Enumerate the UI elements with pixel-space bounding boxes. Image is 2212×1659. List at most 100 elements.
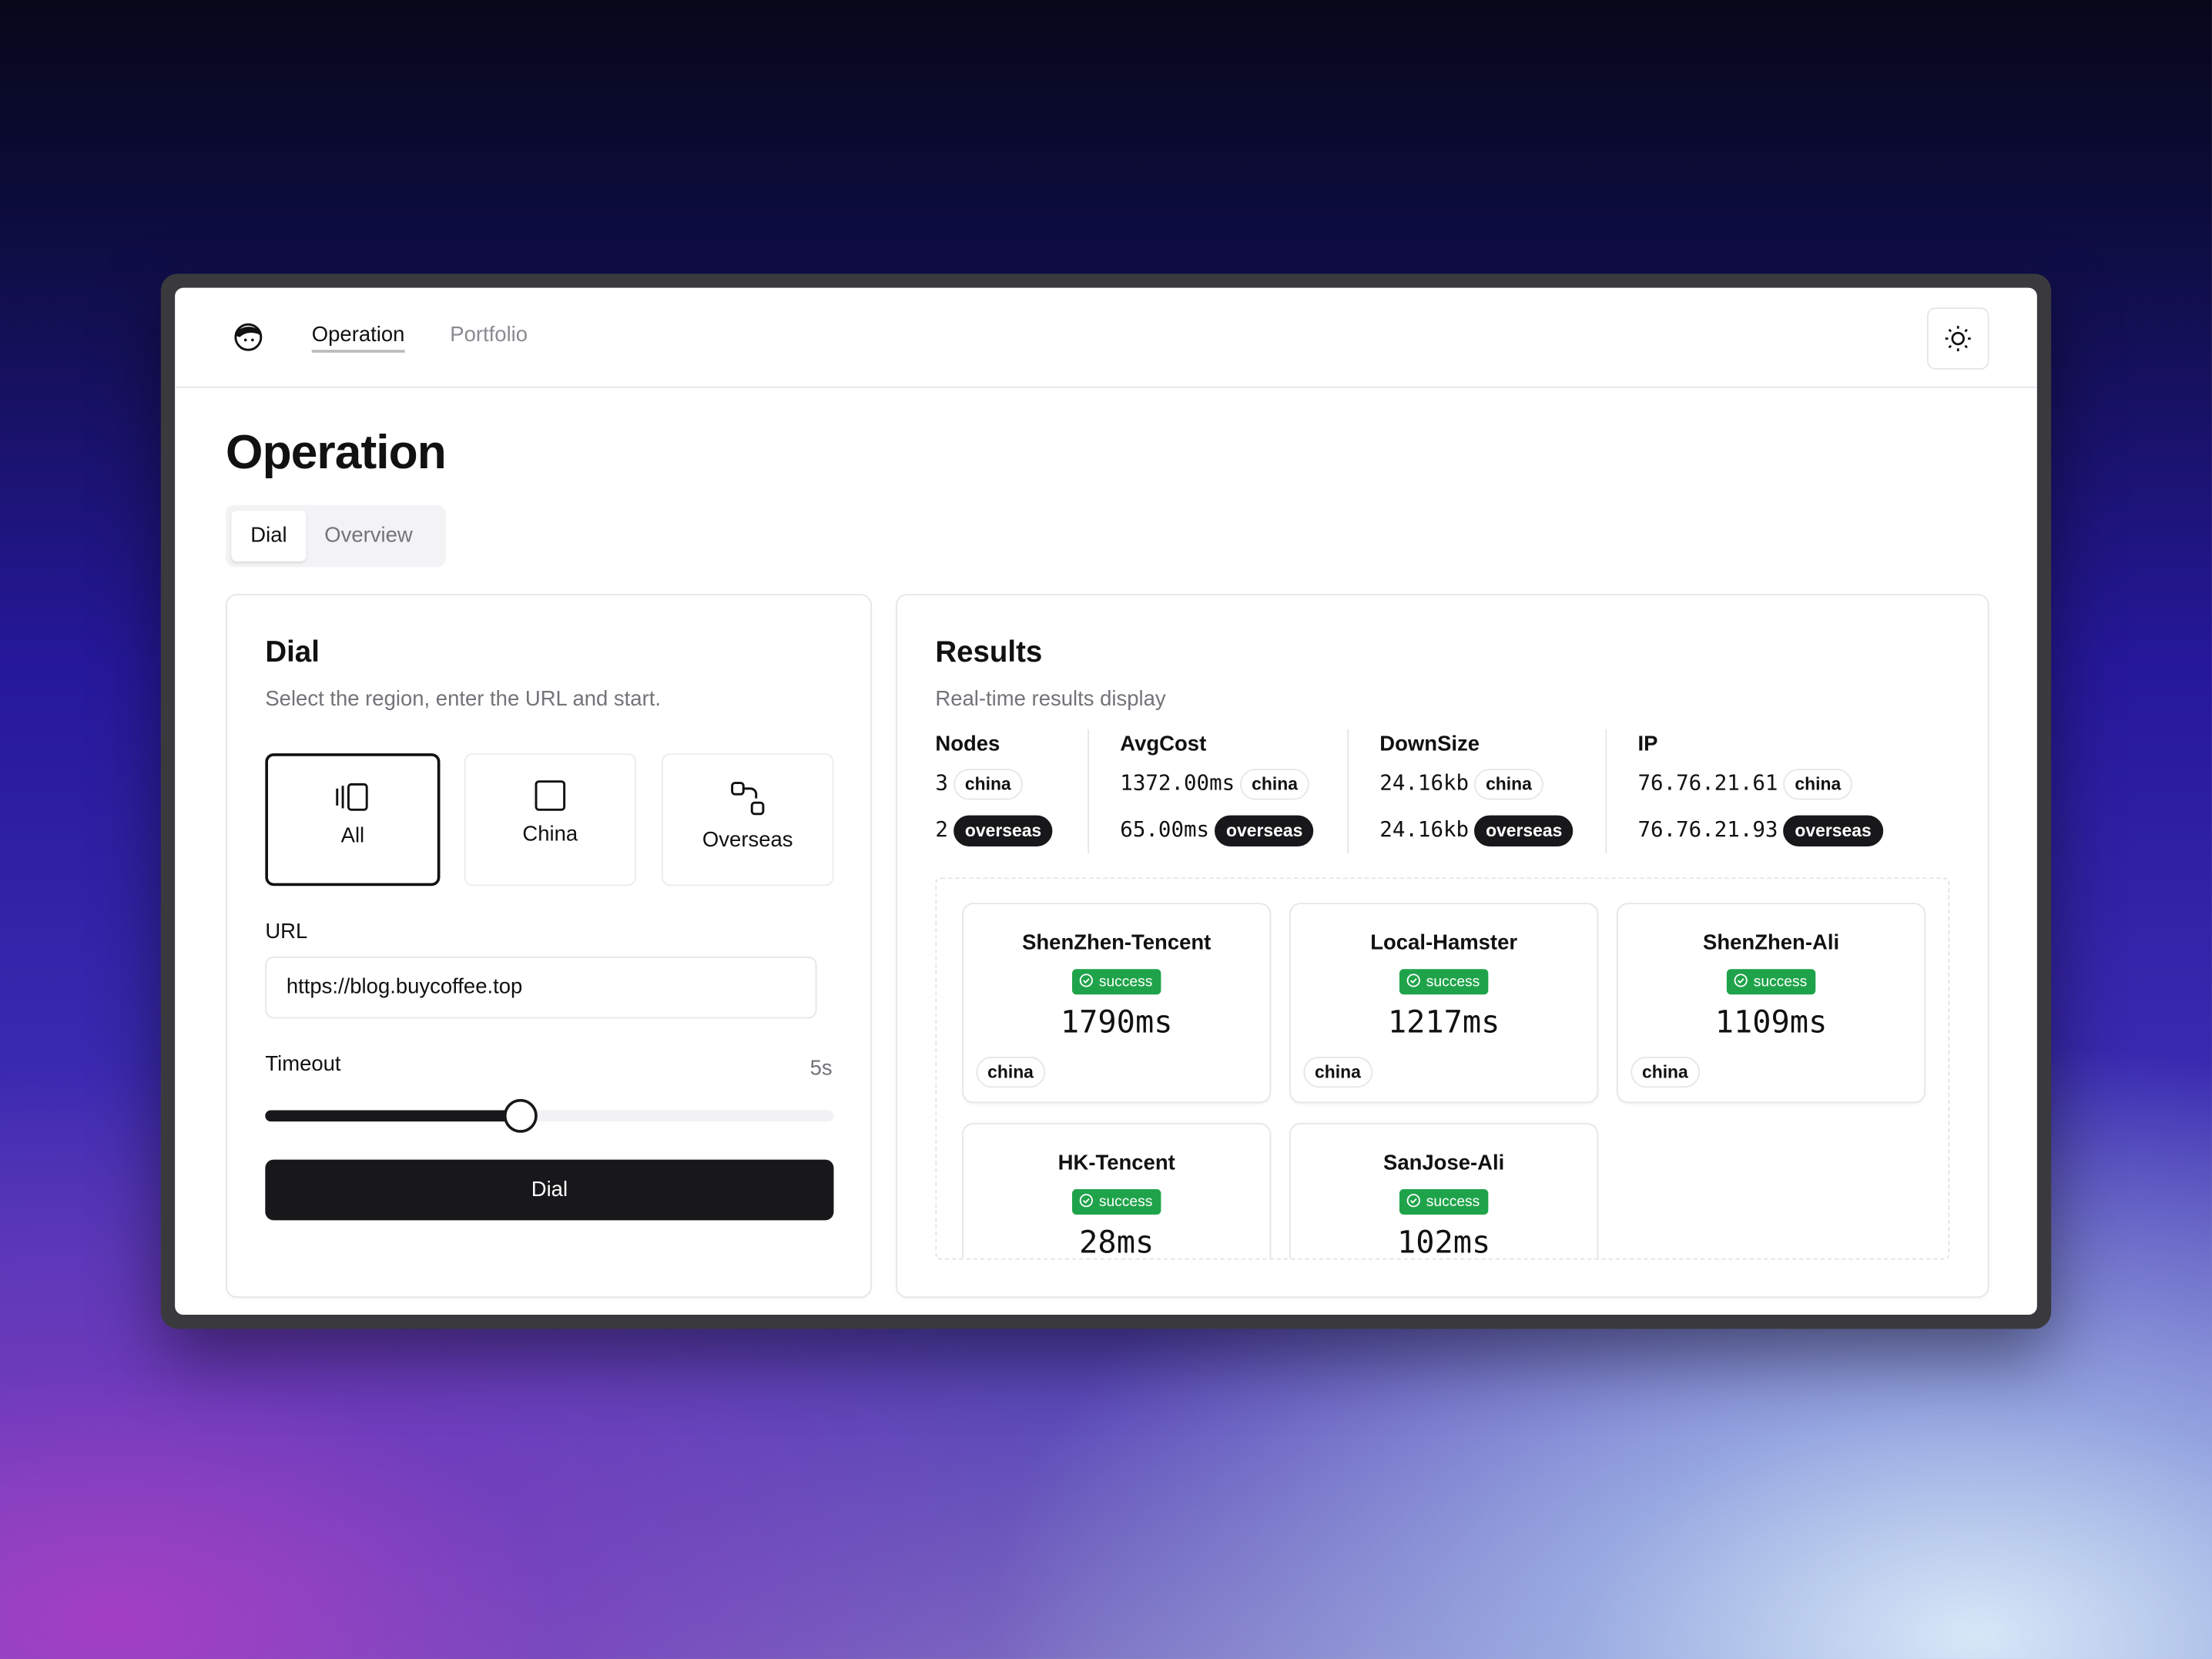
divider: [1605, 729, 1607, 854]
node-time: 28ms: [1079, 1225, 1155, 1260]
nav-link[interactable]: Operation: [311, 323, 405, 353]
stat-value: 2: [935, 816, 948, 843]
stat-column: DownSize 24.16kb china 24.16kb overseas: [1379, 729, 1634, 856]
stat-column: AvgCost 1372.00ms china 65.00ms overseas: [1120, 729, 1374, 856]
region-tag: overseas: [954, 815, 1053, 846]
status-wrap: success: [1291, 967, 1597, 995]
stat-row: 24.16kb china: [1379, 769, 1543, 800]
dial-card: Dial Select the region, enter the URL an…: [226, 594, 872, 1299]
status-badge: success: [1072, 1189, 1161, 1215]
slider-track[interactable]: [265, 1098, 834, 1133]
stat-value: 76.76.21.93: [1637, 816, 1778, 843]
stat-header: IP: [1637, 732, 1658, 756]
region-tag: china: [1783, 769, 1852, 800]
node-grid: ShenZhen-Tencent success 1790ms china Local-…: [935, 877, 1950, 1260]
node-card: ShenZhen-Ali success 1109ms china: [1617, 903, 1926, 1104]
node-name: ShenZhen-Tencent: [1022, 930, 1212, 955]
results-card: Results Real-time results display Nodes 3…: [896, 594, 1989, 1299]
region-label: Overseas: [702, 828, 793, 853]
node-time: 1790ms: [1060, 1005, 1173, 1041]
divider: [1088, 729, 1089, 854]
stat-header: Nodes: [935, 732, 1000, 756]
icon: [535, 780, 566, 811]
stat-column: IP 76.76.21.61 china 76.76.21.93 overseas: [1637, 729, 1892, 856]
region-label: All: [340, 823, 365, 848]
dial-button[interactable]: Dial: [265, 1159, 834, 1221]
stat-row: 24.16kb overseas: [1379, 815, 1574, 846]
stat-row: 76.76.21.93 overseas: [1637, 815, 1883, 846]
node-card: SanJose-Ali success 102ms: [1289, 1122, 1599, 1260]
stat-header: DownSize: [1379, 732, 1480, 756]
nav-link[interactable]: Portfolio: [450, 323, 528, 347]
node-time: 1217ms: [1387, 1005, 1500, 1041]
stat-value: 1372.00ms: [1120, 769, 1235, 796]
status-wrap: success: [1618, 967, 1924, 995]
status-text: success: [1753, 973, 1808, 990]
stat-value: 76.76.21.61: [1637, 769, 1778, 796]
region-option[interactable]: China: [464, 753, 637, 886]
stat-row: 65.00ms overseas: [1120, 815, 1315, 846]
status-badge: success: [1399, 969, 1489, 995]
region-label: China: [522, 822, 578, 846]
node-time: 1109ms: [1714, 1005, 1828, 1041]
stat-header: AvgCost: [1120, 732, 1207, 756]
status-badge: success: [1399, 1189, 1489, 1215]
region-tag: china: [1240, 769, 1309, 800]
node-name: SanJose-Ali: [1382, 1151, 1505, 1175]
page-title: Operation: [226, 426, 447, 480]
check-icon: [1079, 1194, 1093, 1208]
card-title: Results: [935, 636, 1043, 669]
slider-fill: [265, 1110, 520, 1122]
header: Operation Portfolio: [175, 288, 2037, 388]
node-card: Local-Hamster success 1217ms china: [1289, 903, 1599, 1104]
region-tag: china: [1303, 1056, 1372, 1088]
stat-row: 76.76.21.61 china: [1637, 769, 1852, 800]
card-description: Real-time results display: [935, 686, 1166, 712]
field-label: URL: [265, 920, 308, 944]
stat-row: 2 overseas: [935, 815, 1053, 846]
theme-toggle[interactable]: [1926, 307, 1989, 370]
sun-icon: [1945, 326, 1971, 352]
status-wrap: success: [964, 1188, 1269, 1215]
tab[interactable]: Overview: [324, 523, 413, 548]
region-option[interactable]: Overseas: [662, 753, 834, 886]
stat-value: 3: [935, 769, 948, 796]
region-tag: overseas: [1215, 815, 1315, 846]
stat-row: 1372.00ms china: [1120, 769, 1309, 800]
stat-value: 24.16kb: [1379, 769, 1470, 796]
check-icon: [1406, 974, 1420, 987]
stat-row: 3 china: [935, 769, 1023, 800]
divider: [1347, 729, 1349, 854]
logo[interactable]: [231, 320, 265, 354]
status-text: success: [1426, 1193, 1480, 1211]
check-icon: [1734, 974, 1748, 987]
stats: Nodes 3 china 2 overseas AvgCost 1372.00ms chin…: [935, 729, 1951, 856]
region-tag: china: [1631, 1056, 1700, 1088]
region-option[interactable]: All: [265, 753, 441, 886]
status-badge: success: [1726, 969, 1816, 995]
slider-thumb[interactable]: [503, 1098, 538, 1133]
card-title: Dial: [265, 636, 320, 669]
check-icon: [1079, 974, 1093, 987]
status-badge: success: [1072, 969, 1161, 995]
tabs: Dial Overview: [226, 504, 446, 568]
status-text: success: [1098, 973, 1153, 990]
node-name: HK-Tencent: [1057, 1151, 1175, 1175]
region-tag: china: [1474, 769, 1543, 800]
tab[interactable]: Dial: [231, 511, 307, 561]
node-time: 102ms: [1396, 1225, 1491, 1260]
region-tag: china: [954, 769, 1023, 800]
card-description: Select the region, enter the URL and sta…: [265, 686, 661, 712]
status-wrap: success: [1291, 1188, 1597, 1215]
node-card: ShenZhen-Tencent success 1790ms china: [962, 903, 1272, 1104]
app-window: Operation Portfolio Operation Dial Overv…: [175, 287, 2037, 1315]
region-tag: china: [976, 1056, 1045, 1088]
field-label: Timeout: [265, 1052, 341, 1077]
node-name: Local-Hamster: [1370, 930, 1518, 955]
check-icon: [1406, 1194, 1420, 1208]
stat-value: 24.16kb: [1379, 816, 1470, 843]
stat-value: 65.00ms: [1120, 816, 1210, 843]
url-input[interactable]: https://blog.buycoffee.top: [265, 956, 817, 1019]
